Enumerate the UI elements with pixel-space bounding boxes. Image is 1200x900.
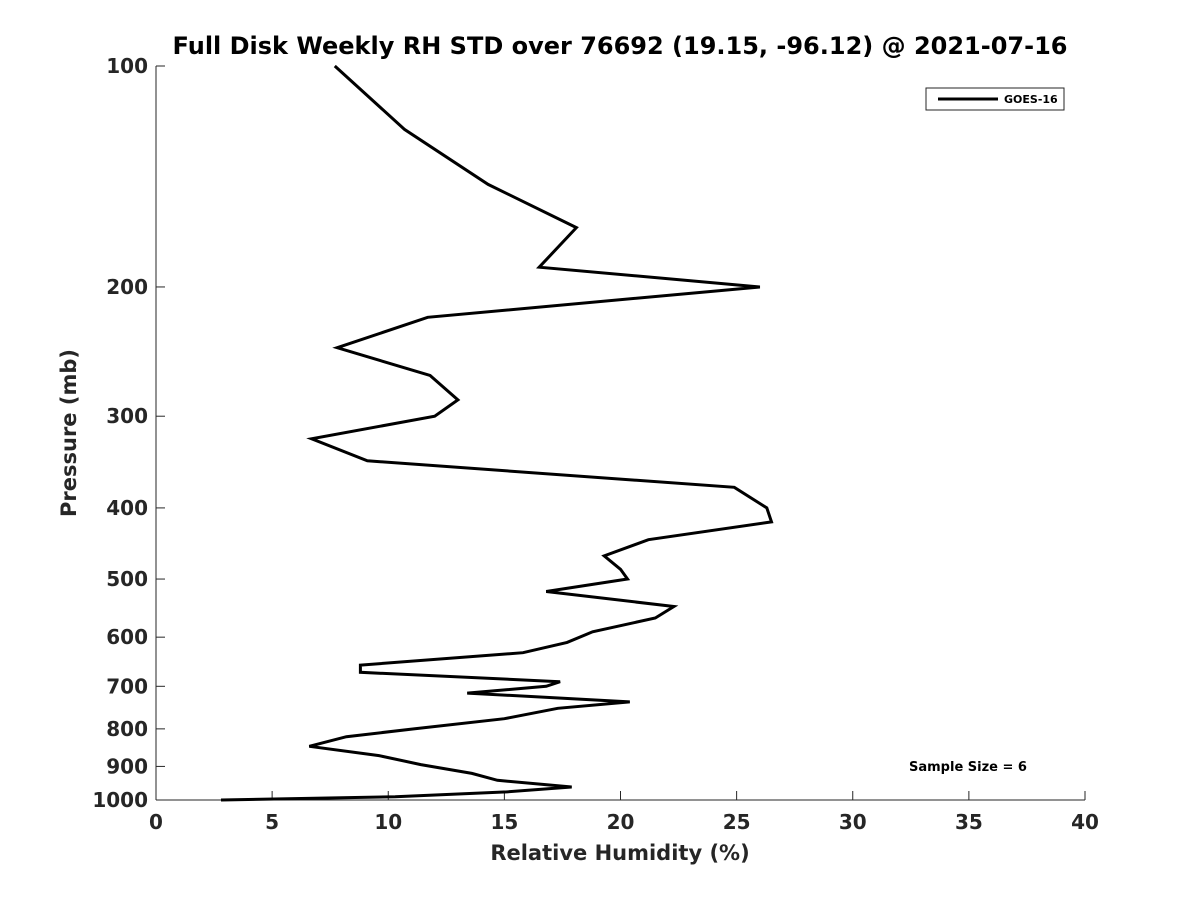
x-tick-label: 40 <box>1071 810 1099 834</box>
x-tick-label: 0 <box>149 810 163 834</box>
y-tick-label: 800 <box>106 717 148 741</box>
y-tick-label: 1000 <box>92 788 148 812</box>
chart-title: Full Disk Weekly RH STD over 76692 (19.1… <box>173 32 1068 60</box>
x-axis-label: Relative Humidity (%) <box>490 841 749 865</box>
sample-size-annotation: Sample Size = 6 <box>909 760 1027 775</box>
y-axis-label: Pressure (mb) <box>57 349 81 517</box>
plot-area <box>156 66 1085 800</box>
x-tick-label: 5 <box>265 810 279 834</box>
y-tick-label: 600 <box>106 625 148 649</box>
series-line-goes-16 <box>220 64 774 802</box>
x-tick-label: 20 <box>607 810 635 834</box>
y-tick-label: 100 <box>106 54 148 78</box>
x-axis-ticks: 0 5 10 15 20 25 30 35 40 <box>149 791 1099 834</box>
x-tick-label: 15 <box>490 810 518 834</box>
x-tick-label: 30 <box>839 810 867 834</box>
x-tick-label: 35 <box>955 810 983 834</box>
y-tick-label: 500 <box>106 567 148 591</box>
series-group <box>220 64 774 802</box>
y-tick-label: 200 <box>106 275 148 299</box>
legend: GOES-16 <box>925 87 1065 111</box>
y-tick-label: 400 <box>106 496 148 520</box>
legend-entry-goes-16: GOES-16 <box>1004 93 1058 106</box>
y-tick-label: 300 <box>106 404 148 428</box>
x-tick-label: 10 <box>374 810 402 834</box>
x-tick-label: 25 <box>723 810 751 834</box>
y-tick-label: 900 <box>106 754 148 778</box>
y-axis-ticks: 100 200 300 400 500 600 700 800 900 1000 <box>92 54 165 812</box>
y-tick-label: 700 <box>106 674 148 698</box>
